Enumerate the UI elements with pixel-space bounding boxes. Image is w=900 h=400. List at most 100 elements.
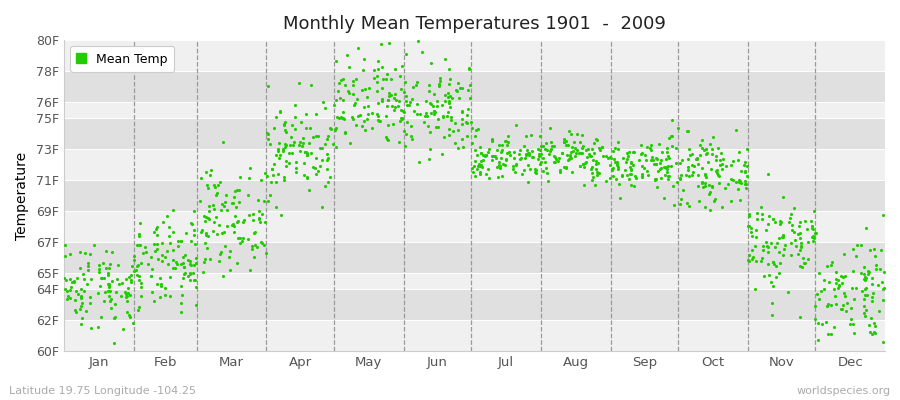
- Point: [166, 228, 180, 235]
- Point: [565, 147, 580, 154]
- Point: [227, 229, 241, 235]
- Point: [481, 166, 495, 172]
- Point: [432, 83, 446, 90]
- Point: [101, 269, 115, 276]
- Point: [543, 148, 557, 154]
- Point: [869, 262, 884, 268]
- Point: [461, 106, 475, 112]
- Point: [166, 246, 181, 253]
- Point: [653, 175, 668, 181]
- Point: [287, 126, 302, 132]
- Point: [336, 97, 350, 104]
- Point: [334, 114, 348, 120]
- Point: [316, 99, 330, 105]
- Point: [210, 231, 224, 237]
- Point: [292, 148, 307, 154]
- Point: [553, 169, 567, 176]
- Point: [589, 182, 603, 188]
- Point: [392, 97, 406, 104]
- Point: [381, 97, 395, 103]
- Point: [178, 230, 193, 236]
- Point: [822, 279, 836, 285]
- Point: [356, 104, 371, 110]
- Point: [710, 167, 724, 173]
- Point: [787, 205, 801, 212]
- Point: [689, 155, 704, 161]
- Point: [485, 153, 500, 160]
- Point: [862, 247, 877, 253]
- Point: [726, 177, 741, 183]
- Point: [660, 166, 674, 173]
- Point: [459, 119, 473, 126]
- Point: [665, 117, 680, 123]
- Point: [418, 98, 433, 104]
- Point: [448, 120, 463, 127]
- Point: [635, 163, 650, 169]
- Point: [382, 90, 397, 96]
- Point: [468, 173, 482, 179]
- Point: [80, 266, 94, 273]
- Point: [438, 98, 453, 104]
- Point: [645, 154, 660, 160]
- Point: [228, 188, 242, 194]
- Point: [187, 277, 202, 283]
- Point: [867, 329, 881, 335]
- Point: [464, 125, 479, 131]
- Point: [555, 150, 570, 156]
- Point: [285, 142, 300, 148]
- Point: [381, 122, 395, 128]
- Point: [842, 320, 857, 327]
- Point: [64, 284, 78, 290]
- Point: [80, 260, 94, 266]
- Point: [760, 170, 775, 177]
- Point: [868, 252, 882, 259]
- Point: [203, 167, 218, 173]
- Point: [647, 176, 662, 183]
- Point: [500, 142, 514, 148]
- Point: [638, 152, 652, 158]
- Point: [533, 161, 547, 167]
- Point: [542, 151, 556, 157]
- Point: [836, 273, 850, 280]
- Point: [418, 113, 432, 120]
- Point: [343, 140, 357, 146]
- Point: [567, 144, 581, 151]
- Point: [76, 276, 91, 282]
- Point: [245, 243, 259, 249]
- Point: [421, 123, 436, 129]
- Point: [572, 162, 587, 169]
- Point: [439, 113, 454, 120]
- Point: [213, 178, 228, 185]
- Text: worldspecies.org: worldspecies.org: [796, 386, 891, 396]
- Point: [233, 234, 248, 241]
- Point: [665, 183, 680, 190]
- Point: [724, 162, 738, 168]
- Point: [507, 149, 521, 155]
- Point: [771, 235, 786, 242]
- Point: [800, 226, 814, 233]
- Point: [99, 248, 113, 255]
- Point: [68, 307, 83, 313]
- Point: [106, 340, 121, 346]
- Point: [435, 102, 449, 108]
- Point: [339, 52, 354, 59]
- Point: [122, 312, 137, 318]
- Point: [110, 276, 124, 282]
- Point: [755, 255, 770, 262]
- Point: [546, 153, 561, 160]
- Point: [306, 134, 320, 140]
- Point: [277, 126, 292, 133]
- Point: [532, 151, 546, 158]
- Point: [229, 213, 243, 219]
- Point: [549, 156, 563, 162]
- Point: [171, 243, 185, 250]
- Point: [236, 218, 250, 225]
- Point: [740, 173, 754, 180]
- Point: [206, 228, 220, 234]
- Point: [575, 161, 590, 167]
- Point: [589, 166, 603, 172]
- Point: [780, 289, 795, 295]
- Point: [211, 182, 225, 188]
- Point: [572, 139, 587, 146]
- Point: [115, 280, 130, 287]
